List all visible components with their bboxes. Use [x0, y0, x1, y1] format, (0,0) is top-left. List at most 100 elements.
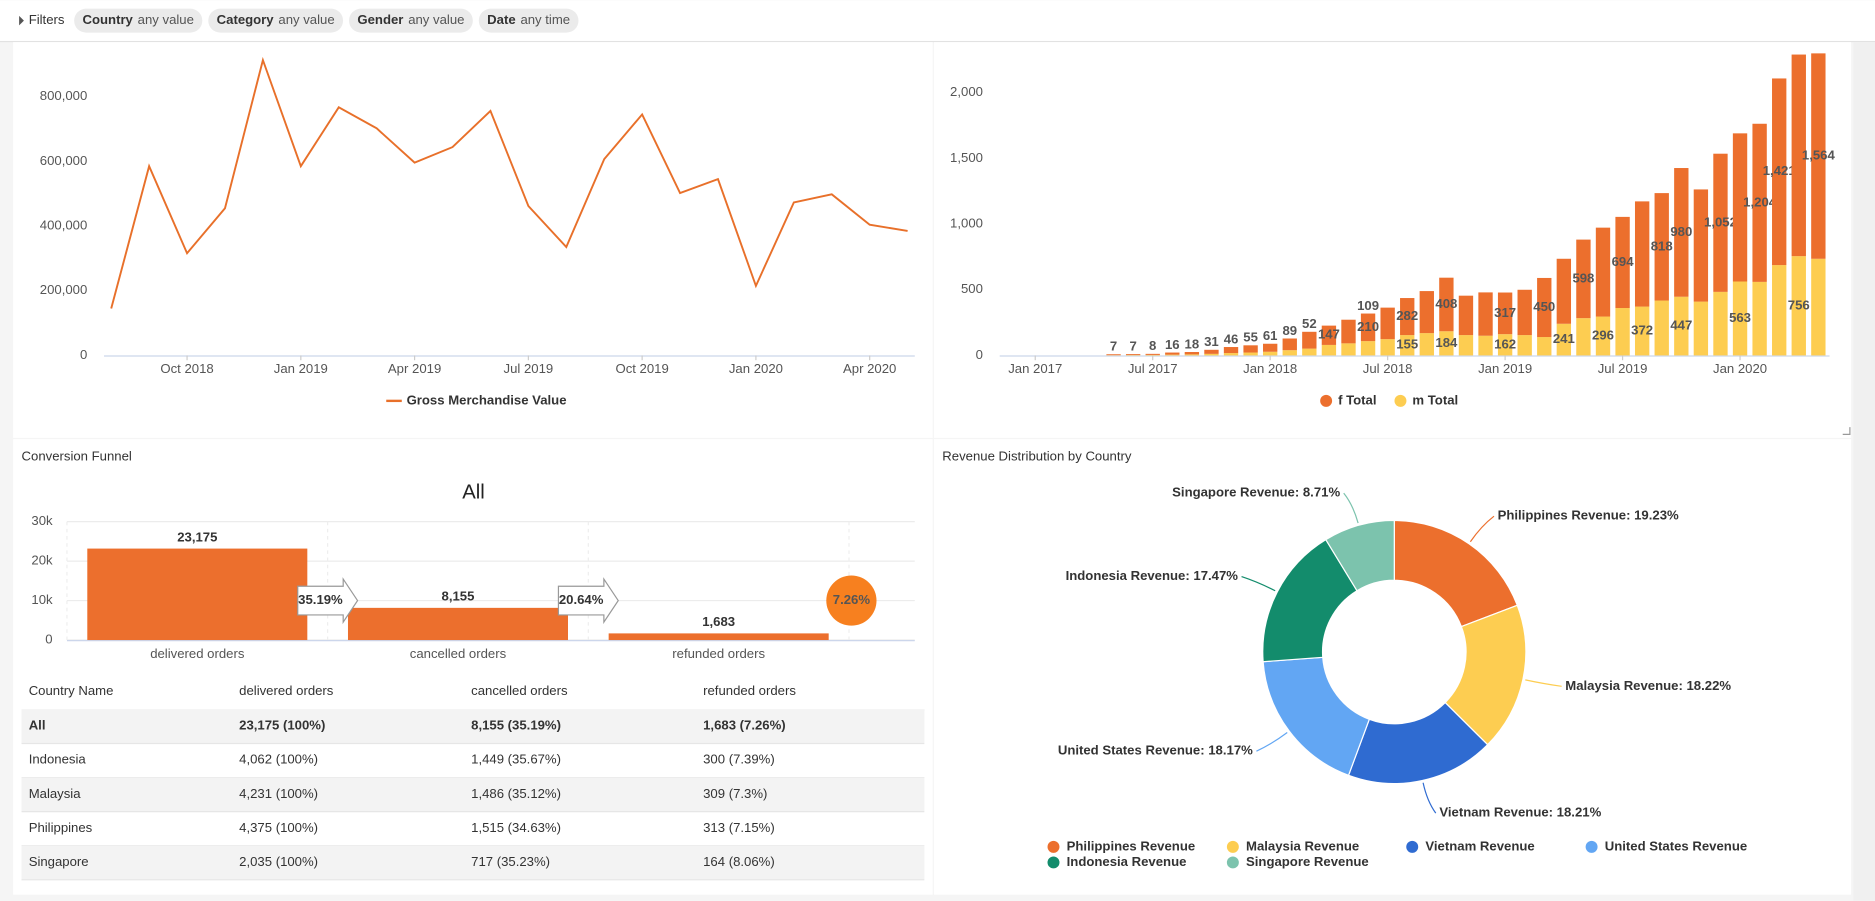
filter-value[interactable]: any value	[138, 12, 194, 27]
bar	[87, 548, 308, 641]
bar-segment	[1223, 347, 1239, 354]
bar-segment	[1732, 133, 1748, 282]
y-tick-label: 400,000	[40, 218, 88, 233]
x-tick-label: delivered orders	[150, 646, 245, 661]
bar-segment	[1654, 300, 1669, 356]
filter-name[interactable]: Country	[83, 12, 134, 27]
data-label: 1,052	[1704, 214, 1737, 229]
table-cell: All	[29, 718, 46, 733]
y-tick-label: 0	[45, 632, 52, 647]
table-header: refunded orders	[703, 683, 796, 698]
table-cell: 23,175 (100%)	[239, 718, 325, 733]
data-label: 52	[1302, 316, 1317, 331]
leader-line	[1469, 515, 1495, 543]
filter-name[interactable]: Gender	[357, 12, 403, 27]
table-cell: 164 (8.06%)	[703, 854, 775, 869]
data-label: 450	[1533, 299, 1555, 314]
y-tick-label: 2,000	[950, 84, 983, 99]
legend-label: Singapore Revenue	[1246, 854, 1369, 869]
bar-segment	[1204, 349, 1219, 354]
filter-chip[interactable]	[74, 8, 203, 33]
bar-segment	[1145, 354, 1160, 356]
x-tick-label: Jul 2017	[1128, 361, 1178, 376]
bar-segment	[1302, 331, 1317, 349]
table-cell: 4,375 (100%)	[239, 820, 318, 835]
table-header: delivered orders	[239, 683, 334, 698]
bar-segment	[1595, 227, 1611, 317]
bar-segment	[1282, 338, 1297, 351]
data-label: 8	[1149, 338, 1156, 353]
leader-line	[1241, 575, 1276, 592]
y-tick-label: 30k	[31, 513, 53, 528]
resize-handle[interactable]	[1842, 427, 1851, 435]
filter-value[interactable]: any value	[408, 12, 464, 27]
bar-segment	[1106, 354, 1121, 356]
bar-segment	[1419, 333, 1434, 356]
bar-segment	[1341, 343, 1356, 356]
bar-segment	[1380, 339, 1395, 356]
table-cell: Malaysia	[29, 786, 82, 801]
table-row-band	[21, 709, 925, 744]
x-tick-label: Oct 2018	[160, 361, 213, 376]
bar-segment	[1380, 307, 1395, 340]
x-tick-label: Apr 2020	[843, 361, 896, 376]
x-tick-label: Jan 2019	[1478, 361, 1532, 376]
table-row-band	[21, 777, 925, 812]
data-label: 16	[1165, 337, 1180, 352]
filter-value[interactable]: any value	[278, 12, 334, 27]
filter-chip[interactable]	[478, 8, 579, 33]
filter-name[interactable]: Category	[217, 12, 275, 27]
slice-label: Singapore Revenue: 8.71%	[1172, 485, 1340, 500]
legend-swatch	[1047, 840, 1060, 853]
x-tick-label: Jul 2018	[1363, 361, 1413, 376]
bar-segment	[1576, 239, 1591, 319]
data-label: 296	[1592, 327, 1614, 342]
data-label: 694	[1612, 254, 1635, 269]
legend-swatch	[1320, 394, 1333, 407]
bar-segment	[1478, 292, 1493, 336]
bar-segment	[1791, 256, 1806, 356]
filter-value[interactable]: any time	[520, 12, 570, 27]
line-series	[110, 56, 908, 309]
data-label: 7	[1110, 339, 1117, 354]
legend-swatch	[1585, 840, 1598, 853]
bar-segment	[1184, 352, 1200, 355]
bar-segment	[1654, 193, 1669, 301]
legend-swatch	[1226, 840, 1239, 853]
filters-toggle-icon[interactable]	[19, 15, 24, 26]
overall-conversion	[826, 575, 877, 626]
scrollbar-track[interactable]	[1853, 42, 1875, 901]
bar-segment	[1302, 348, 1317, 356]
y-tick-label: 800,000	[40, 88, 88, 103]
conversion-label: 35.19%	[298, 592, 343, 607]
legend-swatch	[1394, 394, 1407, 407]
bar-segment	[1556, 323, 1572, 356]
panel-title: Conversion Funnel	[22, 449, 132, 464]
filter-chip[interactable]	[349, 8, 473, 33]
panel-title: Revenue Distribution by Country	[942, 449, 1132, 464]
data-label: 210	[1357, 319, 1379, 334]
bar-segment	[1791, 54, 1806, 257]
x-tick-label: Jan 2020	[729, 361, 783, 376]
filter-chip[interactable]	[208, 8, 344, 33]
bar-segment	[1165, 354, 1180, 356]
bar-segment	[1517, 335, 1532, 356]
filter-name[interactable]: Date	[487, 12, 515, 27]
data-label: 818	[1651, 238, 1673, 253]
x-tick-label: refunded orders	[672, 646, 765, 661]
filters-label[interactable]: Filters	[29, 12, 65, 27]
data-label: 31	[1204, 334, 1219, 349]
data-label: 18	[1185, 336, 1200, 351]
y-tick-label: 0	[976, 347, 983, 362]
bar-segment	[1419, 291, 1434, 334]
table-cell: Philippines	[29, 820, 93, 835]
bar-segment	[1263, 343, 1278, 352]
bar-segment	[1400, 298, 1415, 336]
data-label: 46	[1224, 331, 1239, 346]
bar-segment	[1497, 334, 1513, 356]
bar-segment	[1223, 353, 1239, 356]
y-tick-label: 1,000	[950, 216, 983, 231]
bar-segment	[1674, 296, 1689, 356]
